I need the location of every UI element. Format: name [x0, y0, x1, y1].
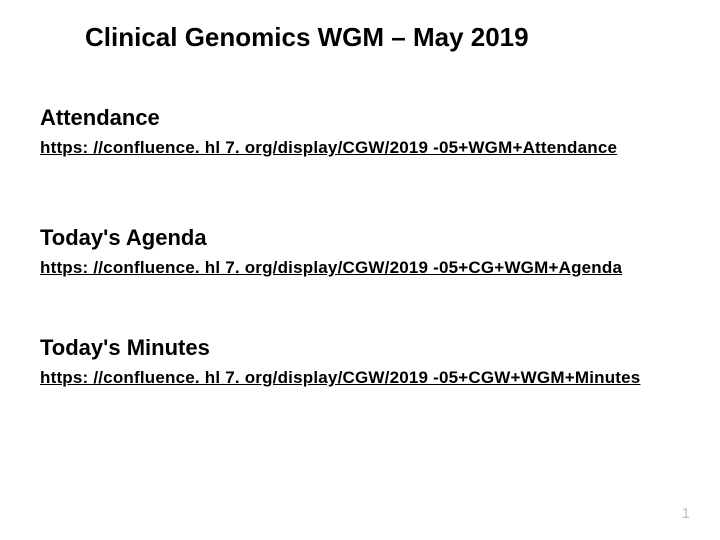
minutes-link[interactable]: https: //confluence. hl 7. org/display/C… [40, 368, 640, 388]
section-heading-minutes: Today's Minutes [40, 335, 210, 361]
section-heading-attendance: Attendance [40, 105, 160, 131]
page-title: Clinical Genomics WGM – May 2019 [85, 22, 529, 53]
section-heading-agenda: Today's Agenda [40, 225, 207, 251]
slide: Clinical Genomics WGM – May 2019 Attenda… [0, 0, 720, 540]
attendance-link[interactable]: https: //confluence. hl 7. org/display/C… [40, 138, 617, 158]
page-number: 1 [682, 505, 690, 522]
agenda-link[interactable]: https: //confluence. hl 7. org/display/C… [40, 258, 622, 278]
